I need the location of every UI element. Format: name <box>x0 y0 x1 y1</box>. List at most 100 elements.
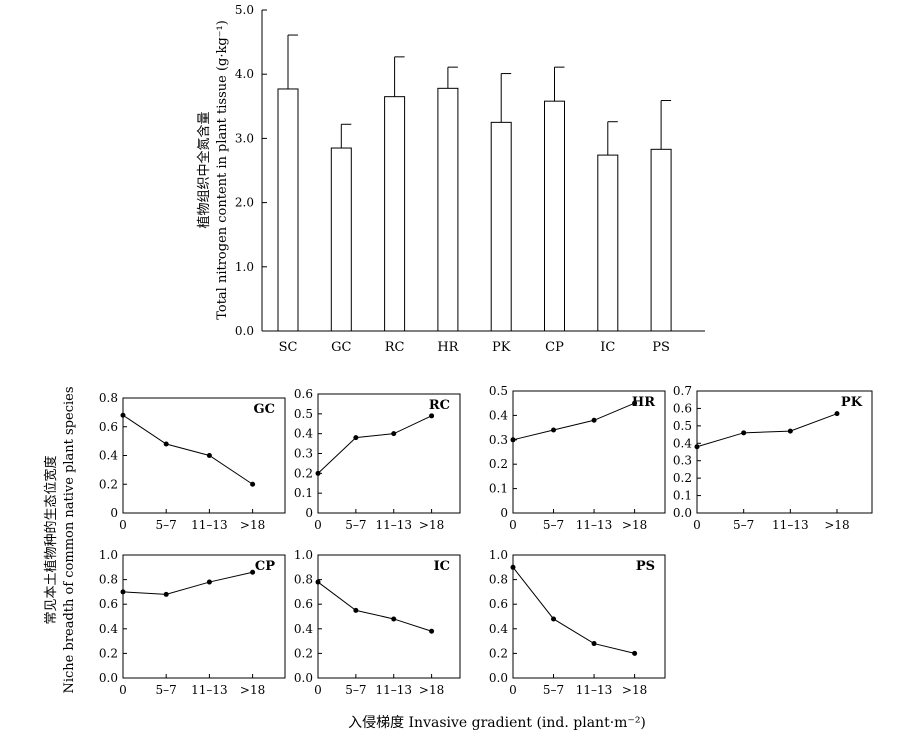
panel-title: RC <box>429 398 450 413</box>
bar-y-tick-label: 3.0 <box>235 131 254 145</box>
panel-y-tick-label: 0.5 <box>673 419 692 433</box>
panel-cp: 0.0 0.2 0.4 0.6 0.8 1.0 0 5–7 11–13 >18 CP <box>99 548 286 697</box>
data-point <box>206 453 212 458</box>
data-point <box>353 607 359 613</box>
panel-gc: 0 0.2 0.4 0.6 0.8 0 5–7 11–13 >18 GC <box>99 391 286 532</box>
panel-y-tick-label: 0.4 <box>673 436 692 450</box>
data-point <box>632 650 638 656</box>
panel-y-tick-label: 0.1 <box>294 486 313 500</box>
niche-y-axis-label: 常见本土植物种的生态位宽度 <box>43 455 59 624</box>
bar-pk <box>490 121 512 332</box>
panel-x-tick-label: 0 <box>314 518 322 532</box>
bar-category-label: CP <box>545 340 564 355</box>
panel-x-tick-label: >18 <box>240 518 265 532</box>
panel-frame <box>512 390 666 514</box>
data-point <box>391 616 397 622</box>
panel-y-tick-label: 0.3 <box>294 447 313 461</box>
panel-x-tick-label: 11–13 <box>576 683 613 697</box>
panel-pk: 0.0 0.1 0.2 0.3 0.4 0.5 0.6 0.7 0 5–7 11–13 >18 PK <box>673 384 873 532</box>
niche-y-label-cn: 常见本土植物种的生态位宽度 <box>43 455 59 624</box>
panel-x-tick-label: >18 <box>240 683 265 697</box>
panel-x-tick-label: 11–13 <box>772 518 809 532</box>
bar-chart: 0.0 1.0 2.0 3.0 4.0 5.0 SC GC RC HR PK CP IC PS <box>235 3 705 355</box>
panel-title: GC <box>254 402 275 417</box>
panel-y-tick-label: 0.2 <box>294 466 313 480</box>
data-point <box>694 444 700 450</box>
data-point <box>391 431 397 437</box>
panel-ps: 0.0 0.2 0.4 0.6 0.8 1.0 0 5–7 11–13 >18 PS <box>489 548 666 697</box>
panel-x-tick-label: 0 <box>693 518 701 532</box>
bar-hr <box>437 87 459 332</box>
panel-y-tick-label: 0.2 <box>489 457 508 471</box>
panel-x-tick-label: 5–7 <box>543 683 564 697</box>
data-point <box>510 437 516 443</box>
panel-y-tick-label: 0.0 <box>99 671 118 685</box>
panel-x-tick-label: 5–7 <box>156 683 177 697</box>
panel-y-tick-label: 0.6 <box>489 597 508 611</box>
panel-title: PS <box>636 559 655 574</box>
bar-y-tick-label: 2.0 <box>235 196 254 210</box>
panel-frame <box>512 554 666 679</box>
panel-y-tick-label: 0.8 <box>99 573 118 587</box>
bar-y-tick-label: 5.0 <box>235 3 254 17</box>
data-point <box>741 430 747 436</box>
panel-x-tick-label: 0 <box>119 683 127 697</box>
bar-y-label-cn: 植物组织中全氮含量 <box>196 111 212 228</box>
panel-x-tick-label: 11–13 <box>375 518 412 532</box>
panel-y-tick-label: 0.5 <box>489 384 508 398</box>
bar-category-label: PK <box>492 340 511 355</box>
panel-x-tick-label: >18 <box>419 518 444 532</box>
bar-rc <box>384 96 406 332</box>
bar-category-label: SC <box>279 340 298 355</box>
panel-x-tick-label: 11–13 <box>191 518 228 532</box>
panel-frame <box>317 554 461 679</box>
panel-y-tick-label: 0.0 <box>294 671 313 685</box>
panel-rc: 0 0.1 0.2 0.3 0.4 0.5 0.6 0 5–7 11–13 >18 RC <box>294 387 461 532</box>
series-line <box>317 581 432 632</box>
panel-y-tick-label: 0.4 <box>99 449 118 463</box>
data-point <box>120 589 126 595</box>
panel-frame <box>696 390 873 514</box>
panel-y-tick-label: 0.4 <box>489 408 508 422</box>
niche-y-label-en: Niche breadth of common native plant spe… <box>62 386 77 693</box>
panel-y-tick-label: 1.0 <box>99 548 118 562</box>
panel-y-tick-label: 0.4 <box>294 622 313 636</box>
panel-x-tick-label: 0 <box>509 518 517 532</box>
panel-y-tick-label: 0.2 <box>294 646 313 660</box>
panel-x-tick-label: 5–7 <box>345 683 366 697</box>
bar-category-label: RC <box>385 340 405 355</box>
panel-y-tick-label: 0.2 <box>673 471 692 485</box>
panel-y-tick-label: 0.1 <box>489 482 508 496</box>
niche-x-label: 入侵梯度 Invasive gradient (ind. plant·m⁻²) <box>348 714 646 731</box>
data-point <box>591 417 597 423</box>
panel-x-tick-label: 5–7 <box>156 518 177 532</box>
bar-y-label-en: Total nitrogen content in plant tissue (… <box>215 20 230 320</box>
panel-y-tick-label: 1.0 <box>489 548 508 562</box>
panel-y-tick-label: 0.6 <box>294 387 313 401</box>
bar-y-tick-label: 0.0 <box>235 324 254 338</box>
panel-y-tick-label: 0.8 <box>294 573 313 587</box>
panel-y-tick-label: 0.0 <box>489 671 508 685</box>
panel-y-tick-label: 0.2 <box>99 646 118 660</box>
panel-y-tick-label: 0 <box>110 506 118 520</box>
bar-y-tick-label: 4.0 <box>235 67 254 81</box>
panel-x-tick-label: 5–7 <box>345 518 366 532</box>
panel-y-tick-label: 0.2 <box>489 646 508 660</box>
panel-y-tick-label: 0.6 <box>99 597 118 611</box>
panel-x-tick-label: >18 <box>622 518 647 532</box>
panel-ic: 0.0 0.2 0.4 0.6 0.8 1.0 0 5–7 11–13 >18 IC <box>294 548 461 697</box>
bar-sc <box>277 88 299 332</box>
panel-y-tick-label: 1.0 <box>294 548 313 562</box>
data-point <box>163 591 169 597</box>
panel-x-tick-label: 11–13 <box>191 683 228 697</box>
panel-x-tick-label: >18 <box>419 683 444 697</box>
panel-x-tick-label: 0 <box>314 683 322 697</box>
panel-hr: 0 0.1 0.2 0.3 0.4 0.5 0 5–7 11–13 >18 HR <box>489 384 666 532</box>
data-point <box>353 435 359 441</box>
panel-title: IC <box>434 559 450 574</box>
panel-y-tick-label: 0.8 <box>489 573 508 587</box>
series-line <box>317 415 432 474</box>
data-point <box>120 412 126 418</box>
panel-y-tick-label: 0.4 <box>99 622 118 636</box>
